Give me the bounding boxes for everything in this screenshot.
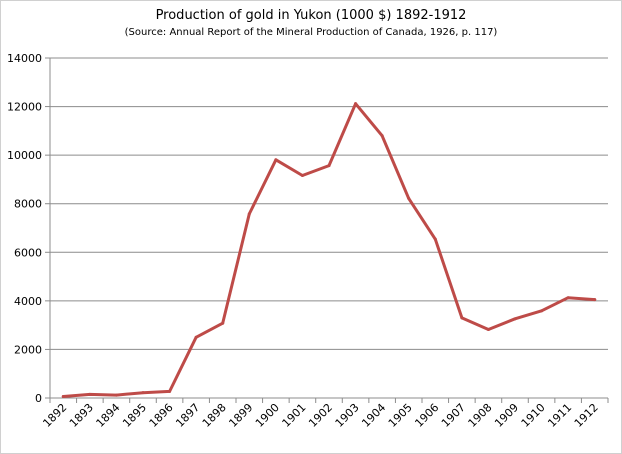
x-tick-label: 1909 bbox=[492, 401, 521, 430]
x-tick-label: 1896 bbox=[147, 401, 176, 430]
y-tick-label: 12000 bbox=[7, 101, 42, 114]
y-tick-label: 14000 bbox=[7, 52, 42, 65]
x-tick-label: 1903 bbox=[333, 401, 362, 430]
x-tick-label: 1912 bbox=[572, 401, 601, 430]
x-tick-label: 1907 bbox=[439, 401, 468, 430]
x-tick-label: 1902 bbox=[306, 401, 335, 430]
series-line bbox=[61, 102, 597, 398]
data-point-1910 bbox=[540, 309, 544, 313]
axes bbox=[49, 58, 608, 399]
x-tick-label: 1898 bbox=[200, 401, 229, 430]
x-tick-label: 1901 bbox=[280, 401, 309, 430]
data-point-1904 bbox=[380, 134, 384, 138]
y-axis-ticks: 0 2000 4000 6000 8000 10000 12000 14000 bbox=[7, 52, 50, 405]
chart-title: Production of gold in Yukon (1000 $) 189… bbox=[155, 8, 467, 23]
data-point-1905 bbox=[407, 196, 411, 200]
x-tick-label: 1895 bbox=[120, 401, 149, 430]
y-tick-label: 8000 bbox=[14, 198, 42, 211]
x-tick-label: 1897 bbox=[173, 401, 202, 430]
x-axis-ticks: 1892189318941895189618971898189919001901… bbox=[40, 398, 609, 430]
data-point-1894 bbox=[114, 393, 118, 397]
x-tick-label: 1908 bbox=[466, 401, 495, 430]
chart-subtitle: (Source: Annual Report of the Mineral Pr… bbox=[124, 27, 498, 38]
x-tick-label: 1899 bbox=[226, 401, 255, 430]
data-point-1906 bbox=[433, 237, 437, 241]
data-point-1901 bbox=[300, 174, 304, 178]
y-tick-label: 6000 bbox=[14, 246, 42, 259]
x-tick-label: 1900 bbox=[253, 401, 282, 430]
data-point-1908 bbox=[486, 328, 490, 332]
data-point-1892 bbox=[61, 395, 65, 399]
data-point-1900 bbox=[274, 158, 278, 162]
data-point-1911 bbox=[566, 296, 570, 300]
data-point-1895 bbox=[141, 391, 145, 395]
x-tick-label: 1904 bbox=[359, 401, 388, 430]
y-tick-label: 0 bbox=[35, 392, 42, 405]
gridlines bbox=[50, 57, 608, 350]
data-point-1903 bbox=[354, 102, 358, 106]
data-point-1898 bbox=[221, 321, 225, 325]
x-tick-label: 1894 bbox=[94, 401, 123, 430]
data-point-1893 bbox=[88, 392, 92, 396]
x-tick-label: 1892 bbox=[40, 401, 69, 430]
x-tick-label: 1911 bbox=[545, 401, 574, 430]
data-point-1909 bbox=[513, 317, 517, 321]
series-group bbox=[61, 102, 597, 399]
x-tick-label: 1905 bbox=[386, 401, 415, 430]
data-point-1912 bbox=[593, 298, 597, 302]
x-tick-label: 1910 bbox=[519, 401, 548, 430]
data-point-1899 bbox=[247, 212, 251, 216]
x-tick-label: 1906 bbox=[412, 401, 441, 430]
y-tick-label: 2000 bbox=[14, 343, 42, 356]
data-point-1896 bbox=[168, 389, 172, 393]
y-tick-label: 10000 bbox=[7, 149, 42, 162]
data-point-1907 bbox=[460, 316, 464, 320]
x-tick-label: 1893 bbox=[67, 401, 96, 430]
data-point-1902 bbox=[327, 164, 331, 168]
y-tick-label: 4000 bbox=[14, 295, 42, 308]
data-point-1897 bbox=[194, 335, 198, 339]
